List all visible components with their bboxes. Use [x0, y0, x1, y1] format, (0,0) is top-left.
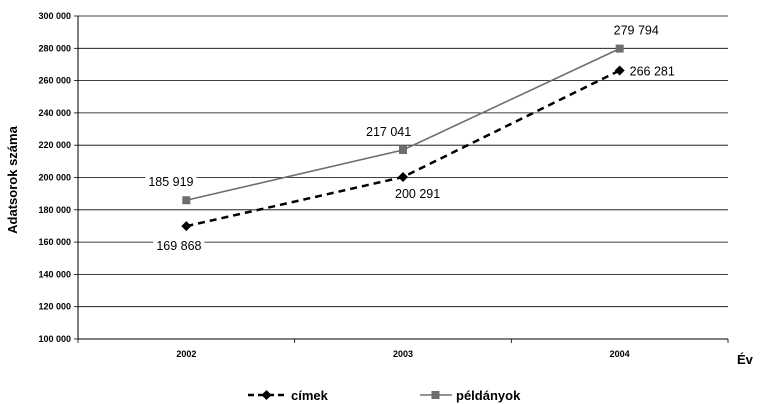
- point-marker-cimek: [398, 172, 408, 183]
- data-label-cimek: 266 281: [630, 64, 675, 78]
- x-axis-label: Év: [737, 352, 754, 367]
- legend-label-cimek: címek: [291, 388, 329, 403]
- point-marker-peldanyok: [615, 44, 624, 53]
- legend-item-peldanyok: példányok: [420, 388, 521, 403]
- x-tick-label: 2004: [610, 349, 630, 359]
- y-tick-label: 100 000: [38, 334, 71, 344]
- data-label-bg-peldanyok: [363, 124, 415, 140]
- data-label-peldanyok: 279 794: [614, 24, 659, 38]
- y-tick-label: 280 000: [38, 43, 71, 53]
- y-tick-label: 140 000: [38, 269, 71, 279]
- data-label-bg-peldanyok: [610, 23, 662, 39]
- data-labels: 169 868 200 291 266 281 185 919 217 041 279 7…: [145, 23, 678, 255]
- legend-label-peldanyok: példányok: [456, 388, 521, 403]
- y-tick-label: 260 000: [38, 76, 71, 86]
- x-tick-labels: 2002 2003 2004: [176, 349, 629, 359]
- y-tick-label: 300 000: [38, 11, 71, 21]
- series-group: [181, 44, 625, 232]
- point-marker-cimek: [181, 221, 192, 232]
- data-label-cimek: 200 291: [395, 187, 440, 201]
- data-label-bg-cimek: [626, 64, 678, 80]
- point-marker-cimek: [614, 65, 625, 76]
- axes: [74, 15, 729, 343]
- data-label-peldanyok: 217 041: [366, 125, 411, 139]
- x-tick-label: 2003: [393, 349, 413, 359]
- point-marker-peldanyok: [182, 196, 191, 205]
- gridlines: [78, 15, 728, 308]
- y-tick-label: 120 000: [38, 302, 71, 312]
- legend-marker-cimek: [261, 390, 272, 400]
- y-tick-label: 240 000: [38, 108, 71, 118]
- y-tick-labels: 100 000 120 000 140 000 160 000 180 000 200 0…: [38, 11, 71, 344]
- y-tick-label: 220 000: [38, 140, 71, 150]
- data-label-cimek: 169 868: [156, 239, 201, 253]
- y-tick-label: 160 000: [38, 237, 71, 247]
- y-axis-label: Adatsorok száma: [5, 125, 20, 233]
- data-label-bg-cimek: [153, 239, 205, 255]
- data-label-bg-peldanyok: [145, 175, 197, 191]
- data-label-bg-cimek: [392, 187, 444, 203]
- y-tick-label: 200 000: [38, 173, 71, 183]
- data-label-peldanyok: 185 919: [148, 175, 193, 189]
- point-marker-peldanyok: [399, 145, 407, 154]
- legend-marker-peldanyok: [431, 391, 440, 399]
- legend-item-cimek: címek: [248, 388, 329, 403]
- legend: címek példányok: [248, 388, 521, 403]
- y-tick-label: 180 000: [38, 205, 71, 215]
- x-tick-label: 2002: [176, 349, 196, 359]
